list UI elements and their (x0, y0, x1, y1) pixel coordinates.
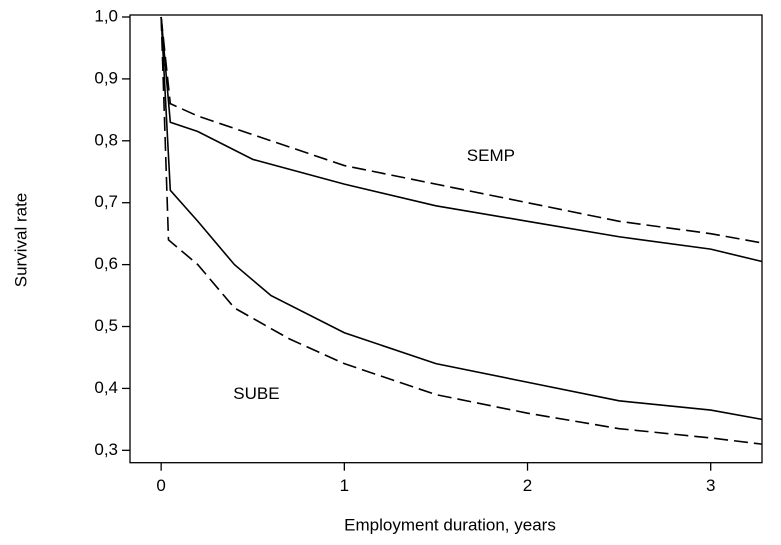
y-tick-label: 0,6 (94, 254, 118, 273)
y-tick-label: 0,9 (94, 68, 118, 87)
annotation: SEMP (467, 146, 515, 165)
y-tick-label: 0,8 (94, 130, 118, 149)
y-tick-label: 0,3 (94, 440, 118, 459)
survival-curve (160, 16, 763, 445)
y-tick-label: 0,5 (94, 316, 118, 335)
x-tick-label: 3 (706, 476, 715, 495)
x-tick-label: 0 (156, 476, 165, 495)
y-tick-label: 0,4 (94, 378, 118, 397)
plot-frame (129, 14, 763, 464)
survival-curve (160, 16, 763, 421)
y-axis-label: Survival rate (11, 193, 30, 287)
x-tick-label: 2 (523, 476, 532, 495)
y-tick-label: 0,7 (94, 192, 118, 211)
annotation: SUBE (233, 384, 279, 403)
survival-curve (160, 16, 763, 244)
survival-curve (160, 16, 763, 263)
x-tick-label: 1 (340, 476, 349, 495)
x-axis-label: Employment duration, years (344, 515, 556, 534)
y-tick-label: 1,0 (94, 6, 118, 25)
